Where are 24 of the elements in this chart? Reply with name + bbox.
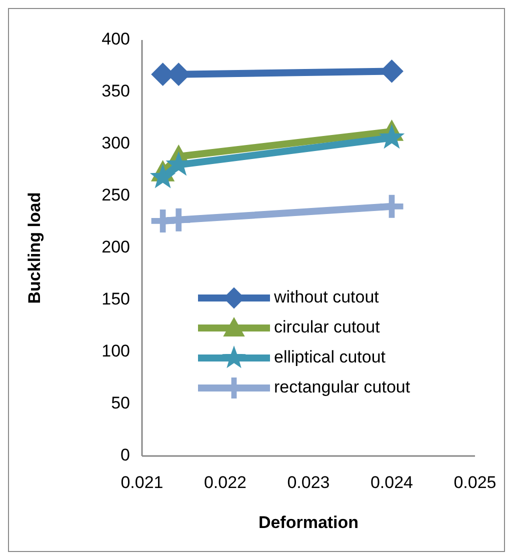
y-tick-label: 300 [102, 133, 130, 152]
legend-label: rectangular cutout [274, 377, 410, 396]
x-tick-label: 0.024 [370, 473, 414, 492]
legend-label: circular cutout [274, 317, 380, 336]
y-tick-label: 200 [102, 237, 130, 256]
y-tick-label: 100 [102, 341, 130, 360]
x-tick-label: 0.021 [120, 473, 164, 492]
point [380, 194, 404, 218]
y-tick-label: 350 [102, 81, 130, 100]
x-tick-label: 0.023 [287, 473, 330, 492]
point [380, 125, 404, 148]
point [167, 208, 190, 232]
y-tick-label: 0 [120, 445, 130, 464]
y-axis-title: Buckling load [25, 192, 44, 304]
y-tick-label: 50 [111, 393, 130, 412]
x-axis-title: Deformation [258, 513, 359, 532]
y-tick-label: 400 [102, 29, 130, 48]
legend-label: without cutout [273, 287, 380, 306]
point [150, 164, 175, 188]
x-tick-label: 0.022 [204, 473, 247, 492]
legend-label: elliptical cutout [274, 347, 386, 366]
y-tick-label: 250 [102, 185, 130, 204]
x-tick-label: 0.025 [454, 473, 496, 492]
y-tick-label: 150 [102, 289, 130, 308]
